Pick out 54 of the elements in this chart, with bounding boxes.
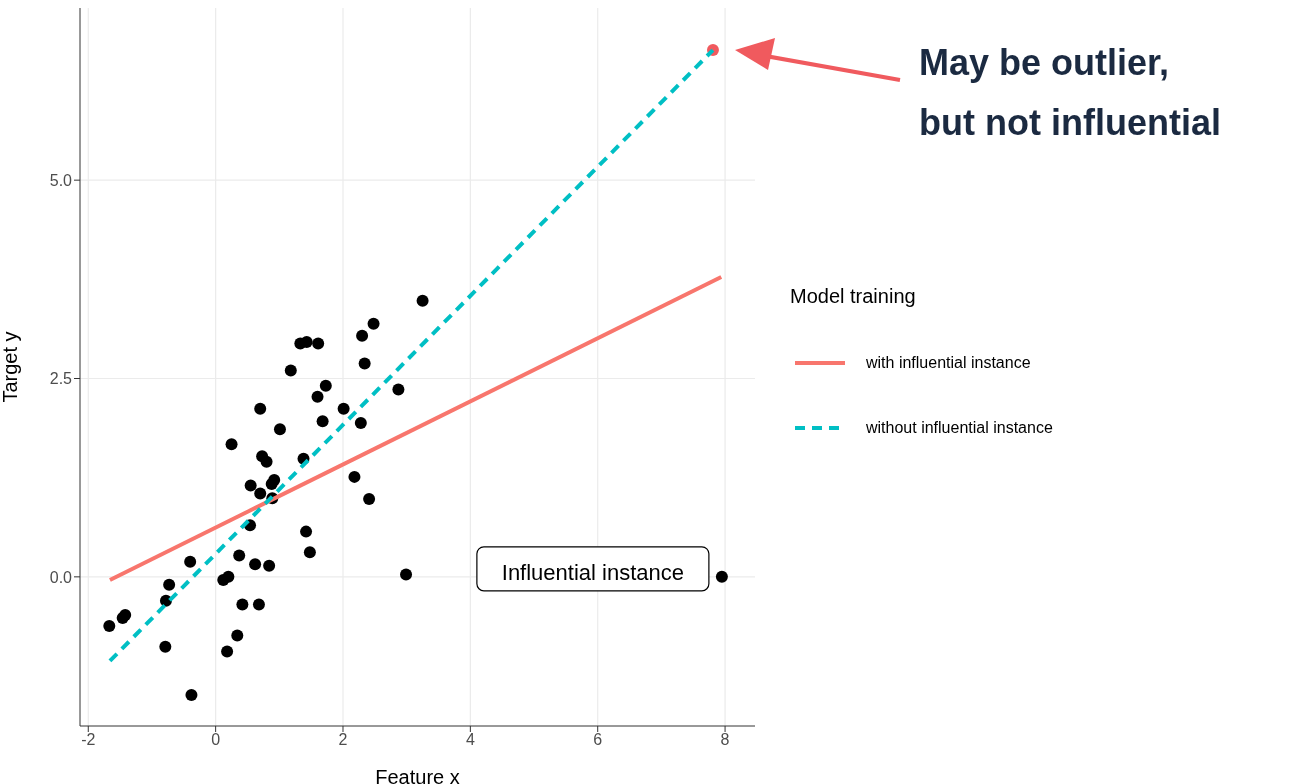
point [284, 364, 297, 377]
point [312, 337, 325, 350]
point [367, 317, 380, 330]
point [236, 598, 249, 611]
x-tick-label: 0 [211, 731, 221, 749]
point [103, 620, 116, 633]
point [260, 455, 273, 468]
text: May be outlier, but not influential [919, 42, 1221, 143]
point [185, 689, 198, 702]
point [348, 470, 361, 483]
y-tick-label: 0.0 [49, 568, 73, 586]
y-axis-title: Target y [0, 331, 22, 403]
x-tick-label: 8 [720, 731, 730, 749]
point [184, 555, 197, 568]
point [119, 608, 132, 621]
point [363, 493, 376, 506]
point [159, 640, 172, 653]
point [337, 402, 350, 415]
point [222, 570, 235, 583]
point [231, 629, 244, 642]
x-tick-label: 2 [338, 731, 348, 749]
point [715, 570, 728, 583]
y-tick-label: 2.5 [49, 370, 73, 388]
point [392, 383, 405, 396]
y-tick-label: 5.0 [49, 171, 73, 189]
point [316, 415, 329, 428]
point [254, 402, 267, 415]
point [358, 357, 371, 370]
point [416, 294, 429, 307]
legend-label: without influential instance [866, 418, 1053, 437]
point [163, 578, 176, 591]
point [252, 598, 265, 611]
point [233, 549, 246, 562]
annotation: Influential instance [501, 559, 684, 585]
x-tick-label: 4 [465, 731, 475, 749]
point [400, 568, 413, 581]
point [273, 423, 286, 436]
point [225, 438, 238, 451]
point [300, 525, 313, 538]
point [263, 559, 276, 572]
point [356, 329, 369, 342]
x-tick-label: 6 [593, 731, 603, 749]
point [354, 416, 367, 429]
legend-label: with influential instance [866, 353, 1031, 372]
point [311, 390, 324, 403]
x-tick-label: -2 [81, 731, 96, 749]
point [319, 379, 332, 392]
legend-title: Model training [790, 285, 917, 308]
point [303, 546, 316, 559]
point [254, 487, 267, 500]
point [221, 645, 234, 658]
point [244, 479, 257, 492]
x-axis-title: Feature x [375, 766, 460, 784]
point [249, 558, 262, 571]
